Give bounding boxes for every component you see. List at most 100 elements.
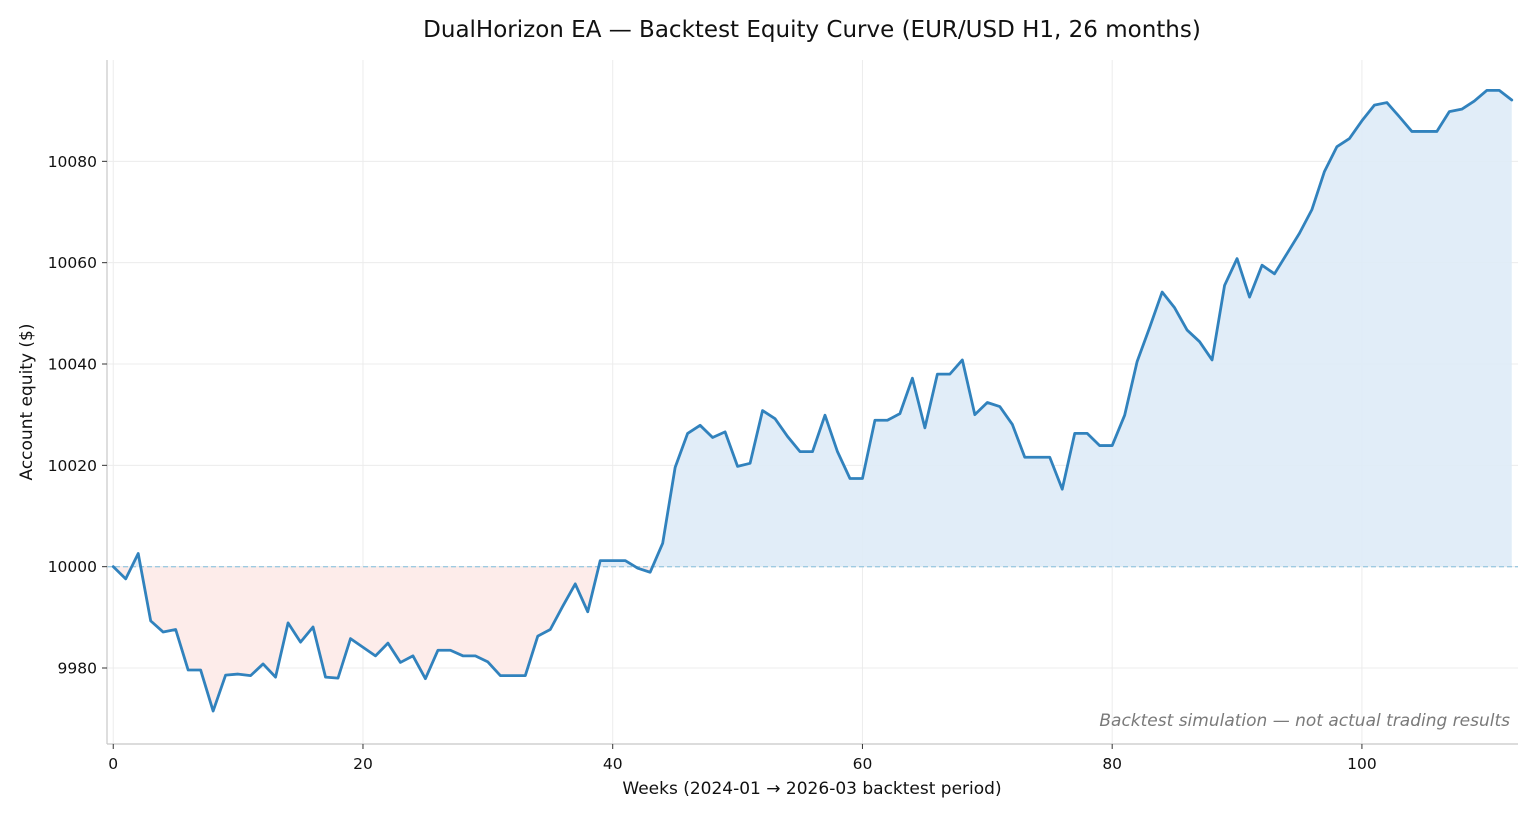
- data-point-week-45: [673, 465, 677, 469]
- data-point-week-40: [611, 559, 615, 563]
- data-point-week-8: [211, 709, 215, 713]
- data-point-week-66: [935, 372, 939, 376]
- data-point-week-34: [536, 634, 540, 638]
- data-point-week-9: [224, 673, 228, 677]
- data-point-week-92: [1260, 263, 1264, 267]
- data-point-week-53: [773, 417, 777, 421]
- data-point-week-78: [1085, 431, 1089, 435]
- data-point-week-111: [1497, 88, 1501, 92]
- data-point-week-87: [1198, 340, 1202, 344]
- data-point-week-108: [1460, 107, 1464, 111]
- data-point-week-91: [1248, 295, 1252, 299]
- data-point-week-38: [586, 610, 590, 614]
- data-point-week-105: [1422, 129, 1426, 133]
- data-point-week-28: [461, 654, 465, 658]
- data-point-week-109: [1472, 99, 1476, 103]
- data-point-week-43: [648, 570, 652, 574]
- data-point-week-15: [299, 640, 303, 644]
- data-point-week-102: [1385, 101, 1389, 105]
- data-point-week-106: [1435, 129, 1439, 133]
- data-point-week-17: [324, 675, 328, 679]
- data-point-week-27: [448, 648, 452, 652]
- data-point-week-25: [423, 677, 427, 681]
- data-point-week-98: [1335, 145, 1339, 149]
- data-point-week-26: [436, 648, 440, 652]
- y-tick-label-10060: 10060: [48, 254, 97, 272]
- data-point-week-62: [885, 418, 889, 422]
- data-point-week-110: [1485, 88, 1489, 92]
- data-point-week-37: [573, 582, 577, 586]
- data-point-week-23: [398, 660, 402, 664]
- data-point-week-81: [1123, 413, 1127, 417]
- data-point-week-31: [498, 674, 502, 678]
- profit-fill-area: [131, 90, 1512, 567]
- data-point-week-63: [898, 412, 902, 416]
- data-point-week-46: [686, 431, 690, 435]
- x-tick-label-20: 20: [353, 755, 373, 773]
- chart-title: DualHorizon EA — Backtest Equity Curve (…: [423, 17, 1201, 43]
- data-point-week-73: [1023, 455, 1027, 459]
- data-point-week-14: [286, 621, 290, 625]
- data-point-week-50: [736, 464, 740, 468]
- data-point-week-76: [1060, 487, 1064, 491]
- data-point-week-16: [311, 625, 315, 629]
- data-point-week-0: [111, 565, 115, 569]
- data-point-week-49: [723, 430, 727, 434]
- data-point-week-10: [236, 672, 240, 676]
- data-point-week-48: [711, 435, 715, 439]
- data-point-week-41: [623, 559, 627, 563]
- data-point-week-93: [1273, 272, 1277, 276]
- data-point-week-44: [661, 541, 665, 545]
- x-tick-label-40: 40: [603, 755, 623, 773]
- data-point-week-54: [786, 434, 790, 438]
- data-point-week-55: [798, 450, 802, 454]
- x-tick-label-60: 60: [853, 755, 873, 773]
- data-point-week-107: [1447, 110, 1451, 114]
- data-point-week-89: [1223, 283, 1227, 287]
- data-point-week-85: [1173, 306, 1177, 310]
- data-point-week-96: [1310, 207, 1314, 211]
- data-point-week-35: [548, 627, 552, 631]
- y-axis-label: Account equity ($): [17, 323, 37, 480]
- x-axis-label: Weeks (2024-01 → 2026-03 backtest period…: [622, 779, 1001, 799]
- data-point-week-20: [361, 645, 365, 649]
- data-point-week-94: [1285, 252, 1289, 256]
- data-point-week-1: [124, 577, 128, 581]
- data-point-week-19: [348, 637, 352, 641]
- y-tick-label-9980: 9980: [58, 660, 97, 678]
- data-point-week-67: [948, 372, 952, 376]
- data-point-week-100: [1360, 119, 1364, 123]
- y-tick-label-10080: 10080: [48, 153, 97, 171]
- data-point-week-68: [960, 358, 964, 362]
- data-point-week-5: [174, 627, 178, 631]
- x-tick-label-80: 80: [1102, 755, 1122, 773]
- data-point-week-75: [1048, 455, 1052, 459]
- data-point-week-59: [848, 477, 852, 481]
- x-tick-label-100: 100: [1347, 755, 1377, 773]
- data-point-week-52: [761, 409, 765, 413]
- data-point-week-64: [910, 376, 914, 380]
- data-point-week-79: [1098, 444, 1102, 448]
- data-point-week-58: [835, 450, 839, 454]
- data-point-week-12: [261, 662, 265, 666]
- data-point-week-88: [1210, 358, 1214, 362]
- data-point-week-95: [1297, 231, 1301, 235]
- data-point-week-86: [1185, 328, 1189, 332]
- data-point-week-4: [161, 630, 165, 634]
- data-point-week-77: [1073, 431, 1077, 435]
- data-point-week-57: [823, 413, 827, 417]
- data-point-week-18: [336, 676, 340, 680]
- y-tick-label-10040: 10040: [48, 356, 97, 374]
- disclaimer-annotation: Backtest simulation — not actual trading…: [1099, 711, 1510, 731]
- data-point-week-60: [860, 477, 864, 481]
- data-point-week-71: [998, 405, 1002, 409]
- data-point-week-33: [523, 674, 527, 678]
- data-point-week-69: [973, 413, 977, 417]
- x-tick-label-0: 0: [108, 755, 118, 773]
- data-point-week-104: [1410, 129, 1414, 133]
- data-point-week-103: [1397, 115, 1401, 119]
- data-point-week-30: [486, 660, 490, 664]
- data-point-week-7: [199, 668, 203, 672]
- data-point-week-101: [1372, 103, 1376, 107]
- drawdown-fill-area: [113, 566, 1512, 712]
